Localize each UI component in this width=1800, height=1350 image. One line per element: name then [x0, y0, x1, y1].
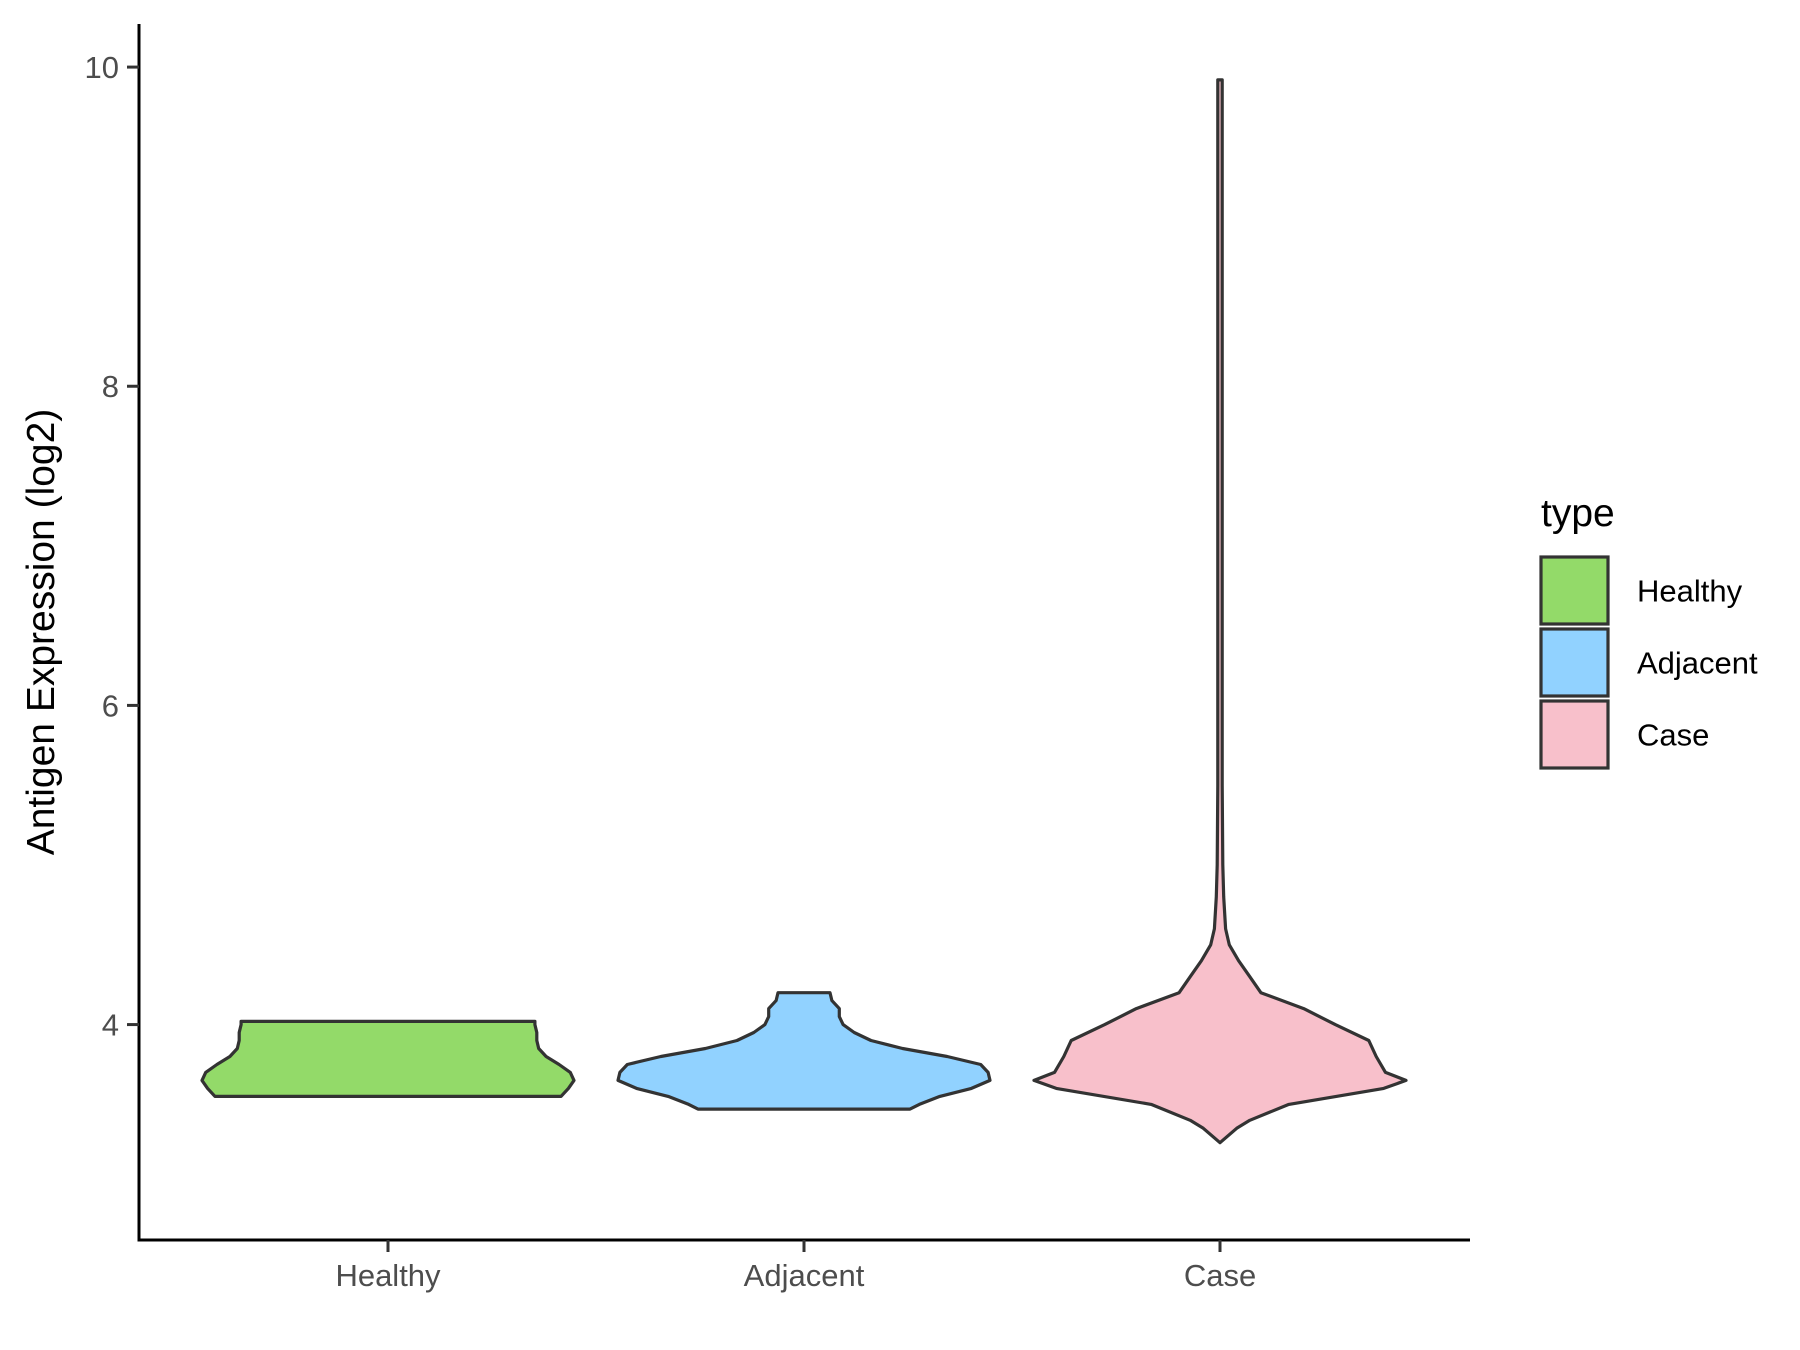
legend-label-healthy: Healthy — [1637, 574, 1743, 609]
violins — [200, 78, 1408, 1145]
y-axis-title: Antigen Expression (log2) — [20, 409, 63, 856]
x-tick-label: Healthy — [335, 1258, 441, 1293]
x-axis-ticks: Healthy Adjacent Case — [335, 1240, 1256, 1293]
x-tick-label: Adjacent — [744, 1258, 865, 1293]
y-tick-label: 4 — [102, 1008, 119, 1043]
legend-label-adjacent: Adjacent — [1637, 646, 1758, 681]
y-tick-label: 10 — [85, 50, 119, 85]
violin-adjacent — [616, 991, 992, 1111]
legend-entries: Healthy Adjacent Case — [1539, 555, 1758, 770]
x-tick-label: Case — [1184, 1258, 1256, 1293]
violin-case — [1032, 78, 1408, 1145]
legend: type Healthy Adjacent Case — [1539, 492, 1758, 770]
legend-label-case: Case — [1637, 718, 1709, 753]
y-axis-ticks: 4 6 8 10 — [85, 50, 139, 1043]
legend-title: type — [1541, 492, 1615, 535]
legend-key-adjacent — [1539, 627, 1610, 698]
y-tick-label: 8 — [102, 369, 119, 404]
plot-area: 4 6 8 10 Healthy Adjacent Case — [85, 24, 1470, 1293]
legend-key-healthy — [1539, 555, 1610, 626]
legend-key-case — [1539, 699, 1610, 770]
violin-healthy — [200, 1019, 576, 1098]
y-tick-label: 6 — [102, 688, 119, 723]
